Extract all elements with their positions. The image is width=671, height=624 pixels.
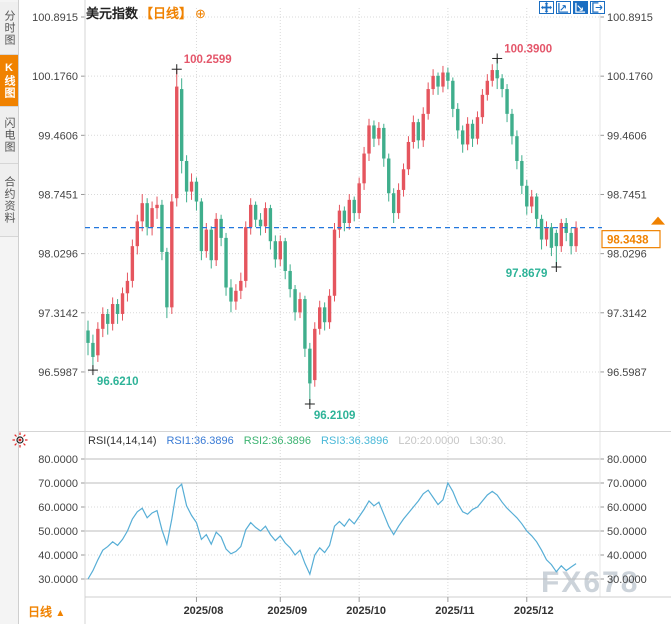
pan-crosshair-button[interactable] bbox=[539, 1, 554, 14]
exit-chart-button[interactable] bbox=[590, 1, 605, 14]
main-candlestick-chart[interactable]: 100.8915 100.8915 100.1760 100.1760 99.4606 9… bbox=[18, 0, 671, 432]
chart-type-sidebar: 分时图 K线图 闪电图 合约资料 bbox=[0, 0, 19, 624]
svg-text:60.0000: 60.0000 bbox=[607, 502, 647, 514]
chart-title: 美元指数 【日线】 ⊕ bbox=[86, 3, 206, 22]
chart-toolbar bbox=[539, 1, 605, 14]
svg-text:50.0000: 50.0000 bbox=[38, 526, 78, 538]
rsi-legend-segment-2: RSI1:36.3896 bbox=[166, 435, 234, 447]
chevron-up-icon: ▲ bbox=[55, 608, 66, 619]
rsi-line bbox=[87, 481, 577, 580]
svg-text:100.1760: 100.1760 bbox=[32, 71, 78, 83]
sidebar-item-4[interactable]: 合约资料 bbox=[0, 164, 18, 237]
crosshair-icon bbox=[541, 2, 552, 13]
svg-text:80.0000: 80.0000 bbox=[607, 454, 647, 466]
svg-text:98.3438: 98.3438 bbox=[607, 235, 649, 247]
svg-text:99.4606: 99.4606 bbox=[607, 130, 647, 142]
svg-text:97.8679: 97.8679 bbox=[506, 268, 548, 280]
svg-text:30.0000: 30.0000 bbox=[38, 574, 78, 586]
svg-text:40.0000: 40.0000 bbox=[38, 550, 78, 562]
svg-text:60.0000: 60.0000 bbox=[38, 502, 78, 514]
svg-text:98.0296: 98.0296 bbox=[607, 249, 647, 261]
svg-text:40.0000: 40.0000 bbox=[607, 550, 647, 562]
svg-text:2025/11: 2025/11 bbox=[435, 605, 474, 617]
svg-text:96.2109: 96.2109 bbox=[314, 410, 356, 422]
axis-zoom-right-icon bbox=[575, 2, 586, 13]
rsi-legend-segment-4: RSI3:36.3896 bbox=[321, 435, 389, 447]
svg-text:96.6210: 96.6210 bbox=[97, 376, 139, 388]
svg-text:2025/09: 2025/09 bbox=[267, 605, 307, 617]
sidebar-item-3[interactable]: 闪电图 bbox=[0, 107, 18, 164]
rsi-indicator-chart[interactable]: 80.0000 80.0000 70.0000 70.0000 60.0000 60.00… bbox=[18, 432, 671, 624]
sidebar-item-1[interactable]: 分时图 bbox=[0, 2, 18, 55]
zoom-axis-right-button[interactable] bbox=[573, 1, 588, 14]
period-tag: 【日线】 bbox=[140, 6, 193, 21]
svg-text:100.8915: 100.8915 bbox=[32, 12, 78, 24]
rsi-legend-segment-6: L30:30. bbox=[469, 435, 507, 447]
zoom-axis-left-button[interactable] bbox=[556, 1, 571, 14]
svg-text:98.7451: 98.7451 bbox=[607, 189, 647, 201]
svg-text:96.5987: 96.5987 bbox=[38, 367, 78, 379]
svg-text:2025/12: 2025/12 bbox=[514, 605, 554, 617]
price-up-arrow-icon bbox=[651, 216, 665, 225]
indicator-settings-icon[interactable] bbox=[12, 432, 28, 448]
svg-text:97.3142: 97.3142 bbox=[38, 308, 78, 320]
axis-zoom-left-icon bbox=[558, 2, 569, 13]
exit-right-icon bbox=[592, 2, 603, 13]
last-price-badge bbox=[601, 230, 661, 249]
rsi-legend-segment-3: RSI2:36.3896 bbox=[243, 435, 312, 447]
svg-text:97.3142: 97.3142 bbox=[607, 308, 647, 320]
svg-text:2025/10: 2025/10 bbox=[346, 605, 386, 617]
add-indicator-icon[interactable]: ⊕ bbox=[195, 6, 206, 21]
sidebar-item-2[interactable]: K线图 bbox=[0, 55, 18, 107]
period-label: 日线 bbox=[28, 605, 53, 619]
svg-text:100.3900: 100.3900 bbox=[504, 43, 552, 55]
svg-text:80.0000: 80.0000 bbox=[38, 454, 78, 466]
rsi-legend-segment-5: L20:20.0000 bbox=[398, 435, 460, 447]
period-selector-button[interactable]: 日线 ▲ bbox=[28, 603, 65, 620]
svg-text:100.1760: 100.1760 bbox=[607, 71, 653, 83]
svg-text:98.7451: 98.7451 bbox=[38, 189, 78, 201]
svg-text:50.0000: 50.0000 bbox=[607, 526, 647, 538]
svg-text:99.4606: 99.4606 bbox=[38, 130, 78, 142]
svg-text:2025/08: 2025/08 bbox=[184, 605, 224, 617]
rsi-indicator-legend: RSI(14,14,14) RSI1:36.3896 RSI2:36.3896 RSI… bbox=[88, 435, 516, 447]
rsi-legend-segment-1: RSI(14,14,14) bbox=[88, 435, 157, 447]
svg-text:100.8915: 100.8915 bbox=[607, 12, 653, 24]
svg-text:96.5987: 96.5987 bbox=[607, 367, 647, 379]
svg-text:100.2599: 100.2599 bbox=[184, 54, 232, 66]
svg-text:70.0000: 70.0000 bbox=[607, 478, 647, 490]
svg-text:70.0000: 70.0000 bbox=[38, 478, 78, 490]
svg-text:98.0296: 98.0296 bbox=[38, 249, 78, 261]
symbol-name: 美元指数 bbox=[86, 6, 139, 21]
svg-text:30.0000: 30.0000 bbox=[607, 574, 647, 586]
